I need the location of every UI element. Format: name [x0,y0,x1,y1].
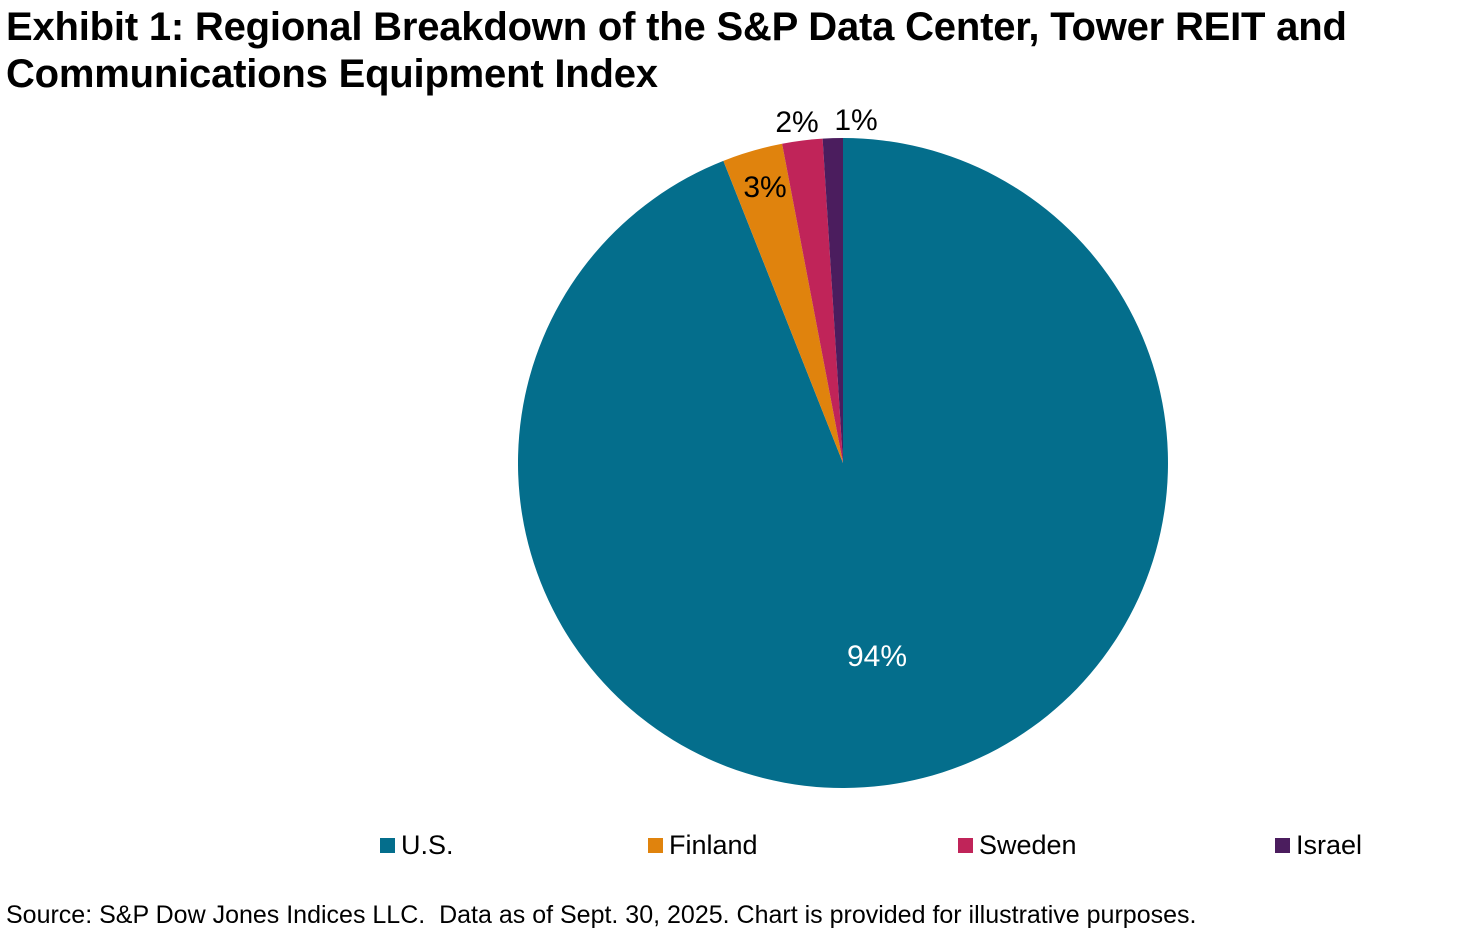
data-label-finland: 3% [743,171,787,204]
legend-item-u-s: U.S. [380,829,454,860]
legend-swatch-finland [648,837,663,853]
pie-slice-israel [822,138,843,463]
pie-plot [518,138,1168,788]
legend-item-israel: Israel [1275,829,1363,860]
page-title-line2: Communications Equipment Index [6,52,658,96]
legend-item-finland: Finland [648,829,758,860]
legend-swatch-israel [1275,837,1290,853]
pie-slice-sweden [782,138,843,463]
data-label-u-s: 94% [846,640,908,673]
pie-slice-u-s [518,138,1168,788]
pie-slice-finland [723,143,843,463]
legend-label-sweden: Sweden [979,829,1077,860]
legend-label-u-s: U.S. [401,829,454,860]
data-label-israel: 1% [834,104,878,137]
page-title: Exhibit 1: Regional Breakdown of the S&P… [6,4,1347,98]
legend-swatch-u-s [380,837,395,853]
data-label-sweden: 2% [775,106,819,139]
page-title-line1: Exhibit 1: Regional Breakdown of the S&P… [6,5,1347,49]
legend-label-israel: Israel [1296,829,1363,860]
source-note: Source: S&P Dow Jones Indices LLC. Data … [6,901,1197,929]
legend-item-sweden: Sweden [958,829,1077,860]
legend-swatch-sweden [958,837,973,853]
legend-label-finland: Finland [669,829,758,860]
